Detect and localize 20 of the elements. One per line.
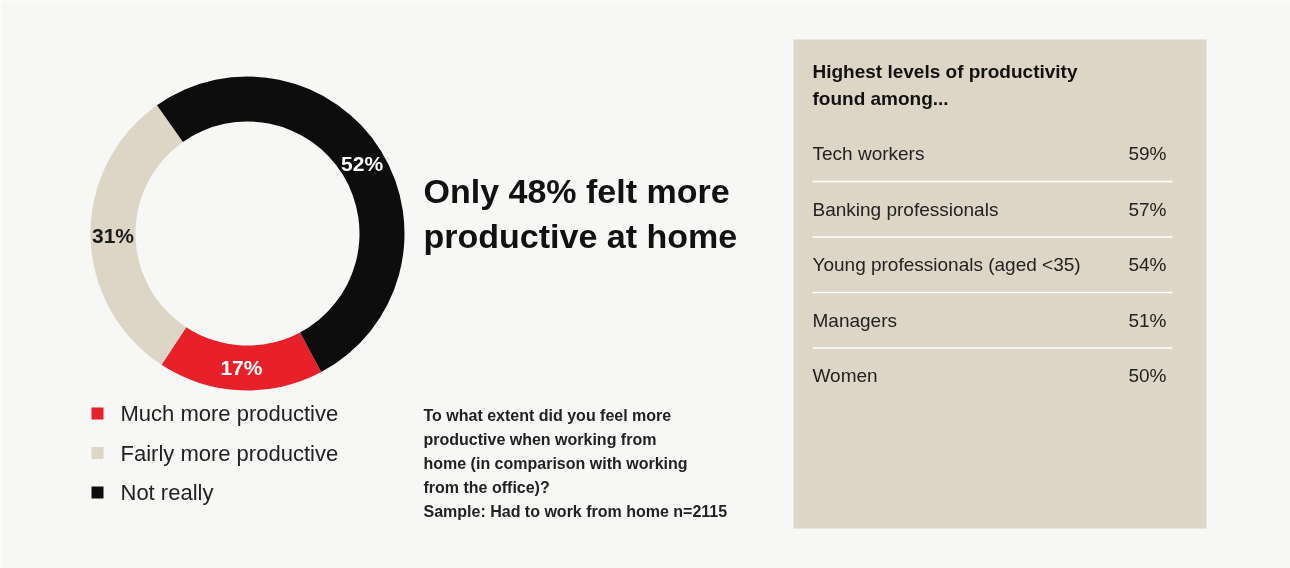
text: 51% <box>1128 309 1167 331</box>
category-label: Young professionals (aged <35) <box>812 254 1081 275</box>
legend-label: Not really <box>120 480 214 505</box>
text: Highest levels of productivity found among... <box>812 61 1078 109</box>
legend-label: Fairly more productive <box>120 440 339 466</box>
category-label: Tech workers <box>812 143 925 164</box>
text: 57% <box>1128 198 1167 220</box>
text: 50% <box>1128 365 1167 386</box>
data-label: 52% <box>341 151 384 175</box>
text: To what extent did you feel more productive when working from home (in comparison with working from the office)? <box>423 407 688 496</box>
category-label: Banking professionals <box>812 198 999 220</box>
text: Sample: Had to work from home n=2115 <box>423 503 728 520</box>
text: Only 48% felt more productive at home <box>423 171 738 255</box>
text: 59% <box>1128 143 1167 164</box>
category-label: Women <box>812 365 878 386</box>
category-label: Managers <box>812 309 897 331</box>
legend-label: Much more productive <box>120 401 339 426</box>
data-label: 31% <box>92 224 135 248</box>
data-label: 17% <box>220 356 263 380</box>
text: 54% <box>1128 254 1167 275</box>
